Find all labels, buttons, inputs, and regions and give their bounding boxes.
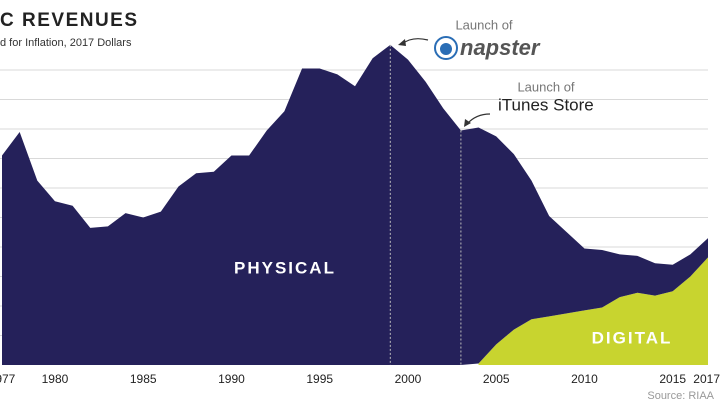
annotation-arrow bbox=[466, 113, 491, 125]
chart-subtitle: d for Inflation, 2017 Dollars bbox=[0, 37, 132, 49]
napster-icon bbox=[434, 36, 458, 60]
x-tick-label: 2017 bbox=[693, 372, 720, 386]
x-tick-label: 2015 bbox=[659, 372, 686, 386]
x-tick-label: 1977 bbox=[0, 372, 16, 386]
annotation-label: iTunes Store bbox=[498, 95, 594, 114]
chart-title: C REVENUES bbox=[0, 10, 139, 31]
annotation-arrow bbox=[401, 38, 429, 45]
x-tick-label: 2010 bbox=[571, 372, 598, 386]
x-tick-label: 2005 bbox=[483, 372, 510, 386]
x-tick-label: 1985 bbox=[130, 372, 157, 386]
annotation-text: Launch of bbox=[455, 17, 512, 32]
series-label: DIGITAL bbox=[592, 328, 673, 347]
x-tick-label: 1980 bbox=[42, 372, 69, 386]
area bbox=[2, 44, 708, 366]
annotation-text: Launch of bbox=[517, 79, 574, 94]
x-tick-label: 1990 bbox=[218, 372, 245, 386]
annotation-arrowhead bbox=[398, 39, 406, 46]
x-tick-label: 1995 bbox=[306, 372, 333, 386]
annotation-logo: napster bbox=[460, 35, 541, 60]
area bbox=[478, 257, 708, 365]
annotation-arrowhead bbox=[464, 119, 471, 127]
napster-icon-face bbox=[440, 43, 452, 55]
x-tick-label: 2000 bbox=[395, 372, 422, 386]
source: Source: RIAA bbox=[647, 390, 714, 402]
series-label: PHYSICAL bbox=[234, 258, 336, 277]
